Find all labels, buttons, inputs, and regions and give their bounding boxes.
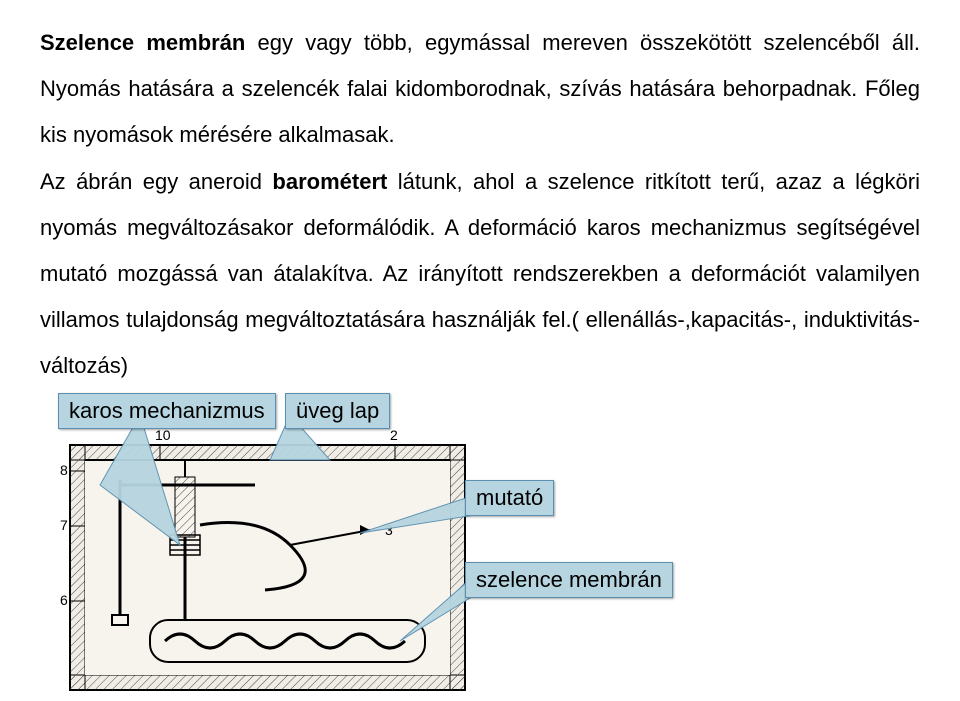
- label-karos-mechanizmus: karos mechanizmus: [58, 393, 276, 429]
- label-uveg-lap: üveg lap: [285, 393, 390, 429]
- diagram-num-10: 10: [155, 427, 171, 443]
- diagram-num-7: 7: [60, 517, 68, 533]
- diagram-num-8: 8: [60, 462, 68, 478]
- barometer-diagram: 8 7 6 10 2 3: [30, 415, 790, 695]
- diagram-num-6: 6: [60, 592, 68, 608]
- label-mutato: mutató: [465, 480, 554, 516]
- text-span-3: látunk, ahol a szelence ritkított terű, …: [40, 169, 920, 379]
- label-szelence-membran: szelence membrán: [465, 562, 673, 598]
- body-text: Szelence membrán egy vagy több, egymássa…: [40, 20, 920, 390]
- text-bold-szelence: Szelence membrán: [40, 30, 245, 55]
- document-page: Szelence membrán egy vagy több, egymássa…: [0, 0, 960, 701]
- text-bold-barometer: barométert: [272, 169, 387, 194]
- text-span-2: Az ábrán egy aneroid: [40, 169, 272, 194]
- barometer-svg: 8 7 6 10 2 3: [30, 415, 790, 695]
- diagram-num-2: 2: [390, 427, 398, 443]
